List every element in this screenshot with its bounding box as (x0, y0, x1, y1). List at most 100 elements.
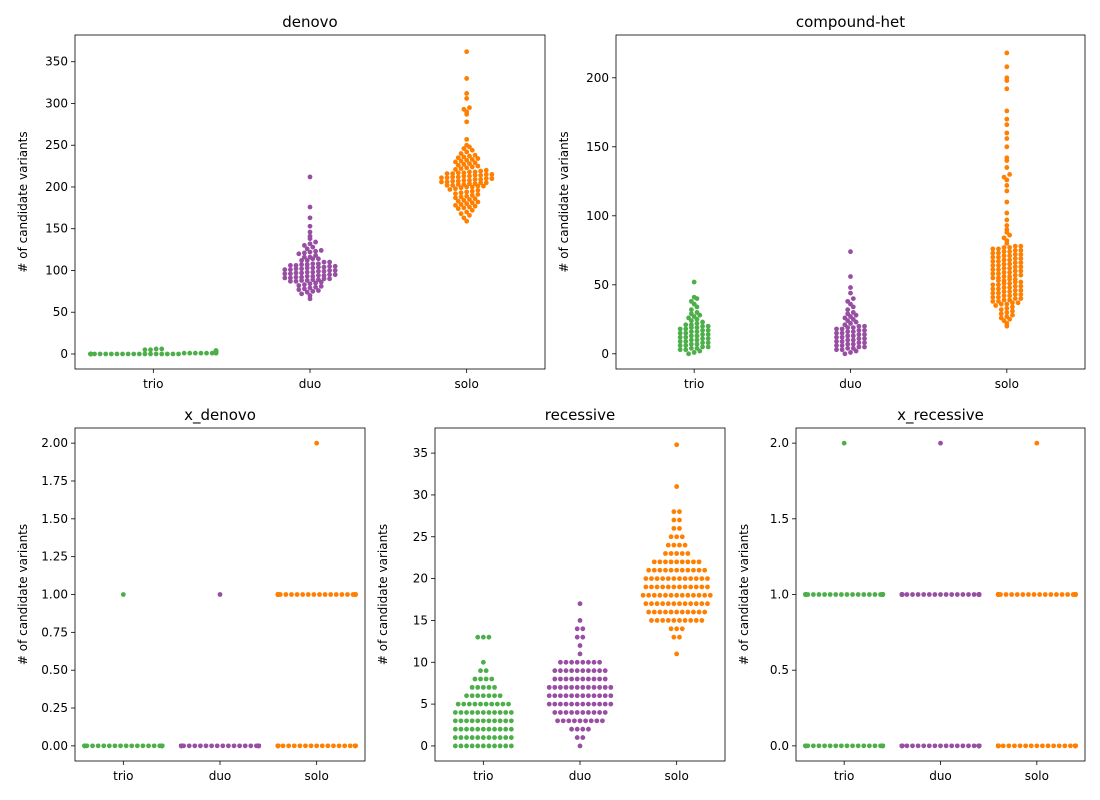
point-solo (1012, 252, 1018, 257)
point-duo (853, 348, 859, 354)
point-trio (469, 684, 475, 690)
point-trio (492, 718, 497, 724)
point-solo (1023, 743, 1029, 749)
point-duo (288, 275, 293, 281)
point-solo (998, 311, 1004, 317)
point-solo (1001, 265, 1007, 271)
point-solo (990, 263, 996, 268)
point-solo (679, 551, 685, 556)
point-duo (926, 743, 932, 749)
point-solo (674, 534, 680, 540)
point-solo (467, 161, 472, 166)
point-trio (700, 319, 705, 325)
y-tick-label: 15 (413, 613, 428, 627)
point-trio (101, 743, 107, 749)
point-duo (316, 264, 321, 270)
point-duo (580, 659, 586, 665)
point-solo (475, 163, 481, 169)
point-solo (317, 592, 322, 597)
point-trio (486, 743, 492, 749)
point-solo (472, 177, 478, 182)
point-solo (996, 246, 1001, 252)
point-trio (475, 693, 481, 699)
y-tick-label: 1.75 (41, 474, 68, 488)
point-solo (674, 484, 680, 489)
point-duo (848, 350, 853, 355)
point-duo (850, 341, 856, 347)
point-solo (665, 542, 671, 548)
point-solo (1018, 272, 1024, 278)
axes-frame (74, 34, 546, 370)
y-axis-label: # of candidate variants (16, 524, 30, 665)
point-solo (453, 191, 458, 197)
point-duo (580, 726, 586, 732)
point-trio (677, 326, 683, 332)
point-solo (996, 250, 1001, 256)
point-solo (352, 743, 358, 749)
point-trio (480, 710, 486, 715)
point-trio (492, 735, 497, 740)
point-solo (325, 743, 331, 749)
point-solo (469, 147, 475, 153)
point-solo (464, 184, 470, 190)
point-solo (1068, 743, 1073, 749)
point-solo (660, 601, 666, 607)
point-solo (467, 204, 472, 210)
point-solo (444, 171, 450, 177)
x-tick-label-duo: duo (299, 377, 322, 391)
point-solo (1004, 305, 1010, 311)
point-solo (1004, 136, 1010, 141)
point-duo (834, 326, 839, 332)
point-solo (990, 250, 996, 256)
point-duo (304, 289, 310, 295)
point-duo (586, 710, 591, 715)
point-trio (697, 312, 703, 318)
point-solo (1004, 144, 1010, 150)
point-solo (688, 584, 694, 590)
point-duo (850, 304, 856, 310)
point-duo (563, 701, 569, 707)
point-solo (280, 743, 286, 749)
point-solo (693, 601, 699, 607)
point-trio (478, 668, 483, 674)
point-duo (848, 290, 853, 296)
point-solo (990, 286, 996, 292)
point-solo (996, 286, 1001, 292)
point-solo (1012, 743, 1017, 749)
point-trio (697, 348, 703, 354)
point-solo (464, 49, 470, 55)
point-solo (464, 165, 470, 171)
point-solo (289, 592, 294, 597)
point-trio (148, 347, 153, 353)
point-solo (467, 177, 472, 183)
point-solo (663, 559, 668, 565)
point-solo (990, 275, 996, 281)
point-duo (910, 592, 915, 597)
point-duo (845, 341, 851, 347)
y-tick-label: 200 (586, 71, 609, 85)
point-duo (563, 693, 569, 699)
point-solo (345, 592, 350, 597)
point-trio (136, 351, 142, 357)
point-solo (1004, 241, 1010, 246)
point-trio (844, 592, 850, 597)
point-duo (848, 274, 853, 279)
point-solo (1004, 323, 1010, 329)
point-solo (677, 618, 682, 623)
point-solo (993, 303, 999, 308)
point-solo (693, 584, 699, 590)
point-duo (845, 333, 851, 339)
point-solo (333, 592, 339, 597)
point-duo (552, 676, 558, 682)
point-solo (1004, 310, 1010, 315)
point-trio (683, 322, 689, 328)
point-duo (597, 676, 602, 682)
point-duo (558, 684, 563, 690)
point-solo (668, 551, 674, 556)
y-tick-label: 150 (586, 140, 609, 154)
point-trio (705, 327, 711, 333)
point-duo (591, 693, 597, 699)
point-solo (1045, 743, 1051, 749)
point-solo (668, 567, 674, 573)
point-trio (810, 592, 816, 597)
